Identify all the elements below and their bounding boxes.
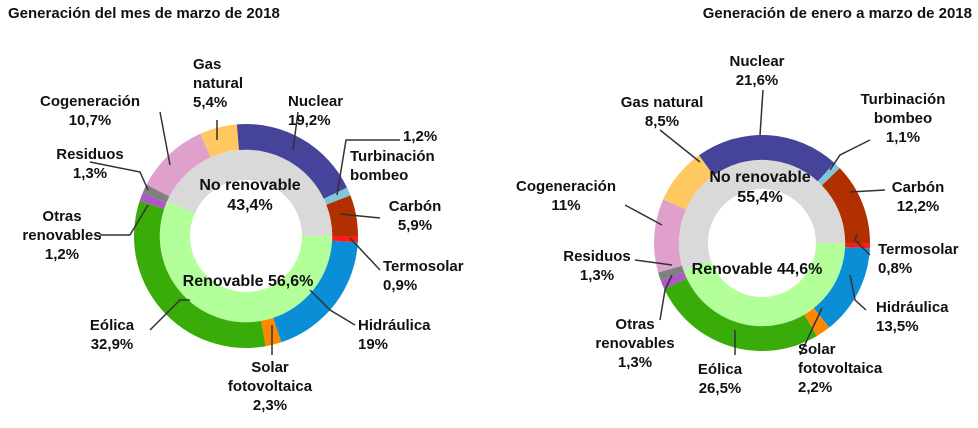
slice-termosolar	[845, 243, 870, 249]
label-carbon: Carbón 12,2%	[891, 179, 945, 215]
label-solar: Solar fotovoltaica 2,2%	[798, 341, 883, 396]
leader-line	[659, 129, 701, 163]
label-renovable: Renovable 56,6%	[182, 273, 314, 290]
slice-residuos	[142, 184, 170, 203]
label-eolica: Eólica 26,5%	[697, 361, 743, 397]
label-renovable: Renovable 44,6%	[691, 261, 823, 278]
leader-line	[309, 289, 356, 326]
label-no-renovable: No renovable 43,4%	[199, 177, 301, 214]
label-carbon: Carbón 5,9%	[388, 198, 442, 234]
label-turbinacion: Turbinación bombeo 1,1%	[860, 91, 946, 146]
leader-line	[349, 237, 381, 271]
label-turbinacion-value: 1,2%	[403, 128, 438, 145]
slice-no-renovable	[167, 149, 333, 236]
slice-turbinacion-bombeo	[817, 162, 840, 186]
label-solar: Solar fotovoltaica 2,3%	[227, 359, 313, 414]
label-no-renovable: No renovable 55,4%	[709, 169, 811, 206]
slice-renovable	[159, 201, 333, 323]
label-termosolar: Termosolar 0,9%	[383, 258, 464, 294]
leader-line	[149, 299, 190, 331]
slice-nuclear	[699, 135, 835, 182]
slice-hidraulica	[813, 247, 870, 328]
label-cogeneracion: Cogeneración 11%	[515, 178, 617, 214]
leader-line	[89, 161, 149, 191]
leader-line	[854, 233, 871, 256]
label-hidraulica: Hidráulica 13,5%	[876, 299, 949, 335]
slice-cogeneracion	[654, 199, 686, 273]
slice-carbon	[821, 168, 870, 243]
label-gas-natural: Gas natural 8,5%	[620, 94, 704, 130]
leader-line	[336, 139, 400, 196]
slice-residuos	[658, 265, 685, 281]
label-turbinacion: Turbinación bombeo	[350, 148, 435, 184]
slice-renovable	[683, 243, 846, 327]
slice-no-renovable	[678, 159, 846, 271]
label-residuos: Residuos 1,3%	[563, 248, 631, 284]
leader-line	[849, 274, 867, 311]
label-nuclear: Nuclear 19,2%	[288, 93, 344, 129]
chart-title-jan-mar: Generación de enero a marzo de 2018	[702, 5, 972, 22]
slice-otras-renovables	[139, 192, 167, 209]
slice-turbinacion-bombeo	[323, 187, 351, 205]
label-residuos: Residuos 1,3%	[56, 146, 124, 182]
leader-line	[159, 111, 171, 166]
slice-carbon	[326, 195, 358, 236]
leader-line	[634, 259, 673, 266]
slice-nuclear	[236, 124, 348, 199]
leader-line	[829, 139, 871, 171]
label-otras-renovables: Otras renovables 1,3%	[595, 316, 675, 371]
leader-line	[624, 204, 663, 226]
leader-line	[759, 89, 764, 136]
leader-line	[659, 274, 673, 321]
leader-line	[100, 204, 149, 236]
slice-gas-natural	[663, 155, 714, 210]
slice-eolica	[664, 278, 817, 351]
leader-line	[849, 189, 886, 193]
slice-hidraulica	[273, 240, 358, 343]
slice-cogeneracion	[146, 133, 211, 197]
slice-termosolar	[332, 236, 358, 243]
slice-eolica	[133, 200, 266, 349]
slice-solar-fotovoltaica	[261, 317, 282, 347]
label-otras-renovables: Otras renovables 1,2%	[22, 208, 102, 263]
label-termosolar: Termosolar 0,8%	[878, 241, 959, 277]
leader-line	[339, 213, 381, 219]
label-cogeneracion: Cogeneración 10,7%	[39, 93, 141, 129]
label-hidraulica: Hidráulica 19%	[358, 317, 431, 353]
slice-solar-fotovoltaica	[804, 308, 830, 336]
label-nuclear: Nuclear 21,6%	[729, 53, 785, 89]
label-gas-natural: Gas natural 5,4%	[193, 56, 244, 111]
leader-line	[292, 111, 299, 151]
slice-gas-natural	[200, 124, 239, 158]
leader-line	[799, 307, 823, 356]
chart-title-march: Generación del mes de marzo de 2018	[8, 5, 280, 22]
label-eolica: Eólica 32,9%	[89, 317, 135, 353]
